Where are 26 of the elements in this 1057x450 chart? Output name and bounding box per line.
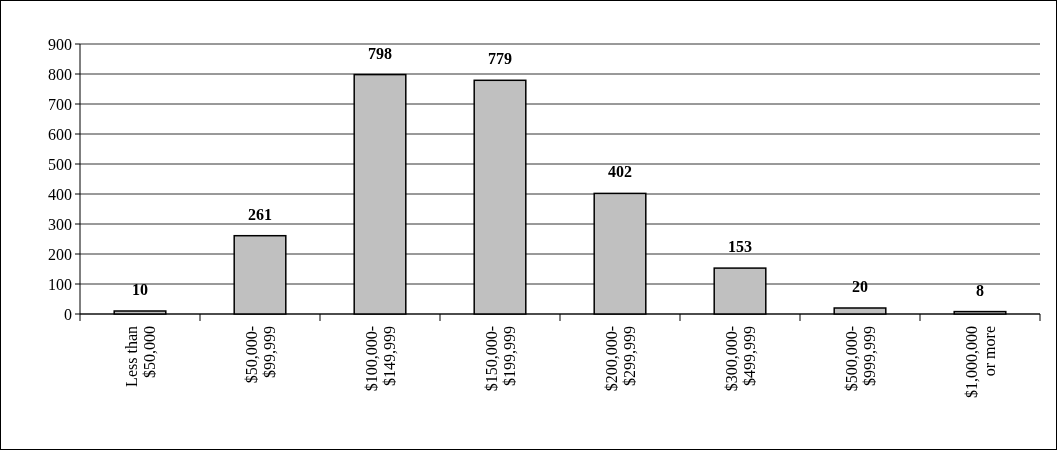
y-tick-label: 700 [48, 95, 72, 113]
data-label: 798 [368, 44, 392, 62]
y-tick-label: 800 [48, 65, 72, 83]
data-label: 261 [248, 205, 272, 223]
x-tick-label: $200,000-$299,999 [603, 326, 638, 392]
y-tick-label: 600 [48, 125, 72, 143]
data-label: 779 [488, 50, 512, 68]
y-tick-label: 200 [48, 245, 72, 263]
y-tick-label: 300 [48, 215, 72, 233]
y-tick-label: 0 [64, 305, 72, 323]
x-tick-label: $1,000,000 or more [963, 326, 998, 398]
y-tick-label: 900 [48, 35, 72, 53]
data-label: 153 [728, 238, 752, 256]
data-label: 8 [976, 281, 984, 299]
x-tick-label: $100,000-$149,999 [363, 326, 398, 392]
y-tick-label: 500 [48, 155, 72, 173]
y-tick-label: 400 [48, 185, 72, 203]
data-label: 10 [132, 281, 148, 298]
x-tick-label: Less than $50,000 [123, 326, 158, 387]
y-tick-label: 100 [48, 275, 72, 293]
data-label: 402 [608, 163, 632, 181]
x-tick-label: $50,000-$99,999 [243, 326, 278, 384]
x-tick-label: $500,000-$999,999 [843, 326, 878, 392]
x-tick-label: $150,000-$199,999 [483, 326, 518, 392]
data-label: 20 [852, 278, 868, 295]
x-tick-label: $300,000-$499,999 [723, 326, 758, 392]
